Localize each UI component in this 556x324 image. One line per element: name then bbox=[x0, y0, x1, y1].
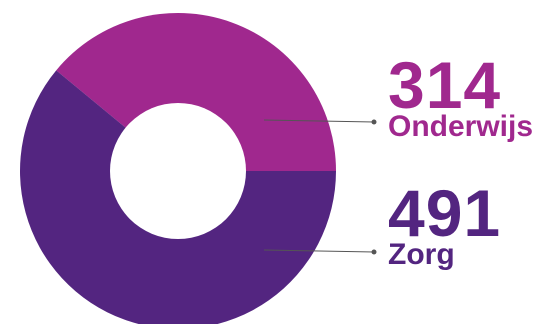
zorg-name-label: Zorg bbox=[388, 238, 455, 271]
slice-onderwijs bbox=[56, 12, 337, 171]
onderwijs-label-block: 314 Onderwijs bbox=[388, 52, 533, 142]
onderwijs-leader-line bbox=[263, 119, 375, 123]
zorg-label-block: 491 Zorg bbox=[388, 180, 501, 270]
zorg-leader-line bbox=[263, 249, 375, 253]
zorg-value-label: 491 bbox=[388, 176, 502, 250]
onderwijs-name-label: Onderwijs bbox=[388, 110, 534, 143]
zorg-leader-dot bbox=[371, 249, 377, 255]
onderwijs-value-label: 314 bbox=[388, 48, 502, 122]
donut-hole bbox=[110, 103, 246, 239]
onderwijs-leader-dot bbox=[371, 119, 377, 125]
